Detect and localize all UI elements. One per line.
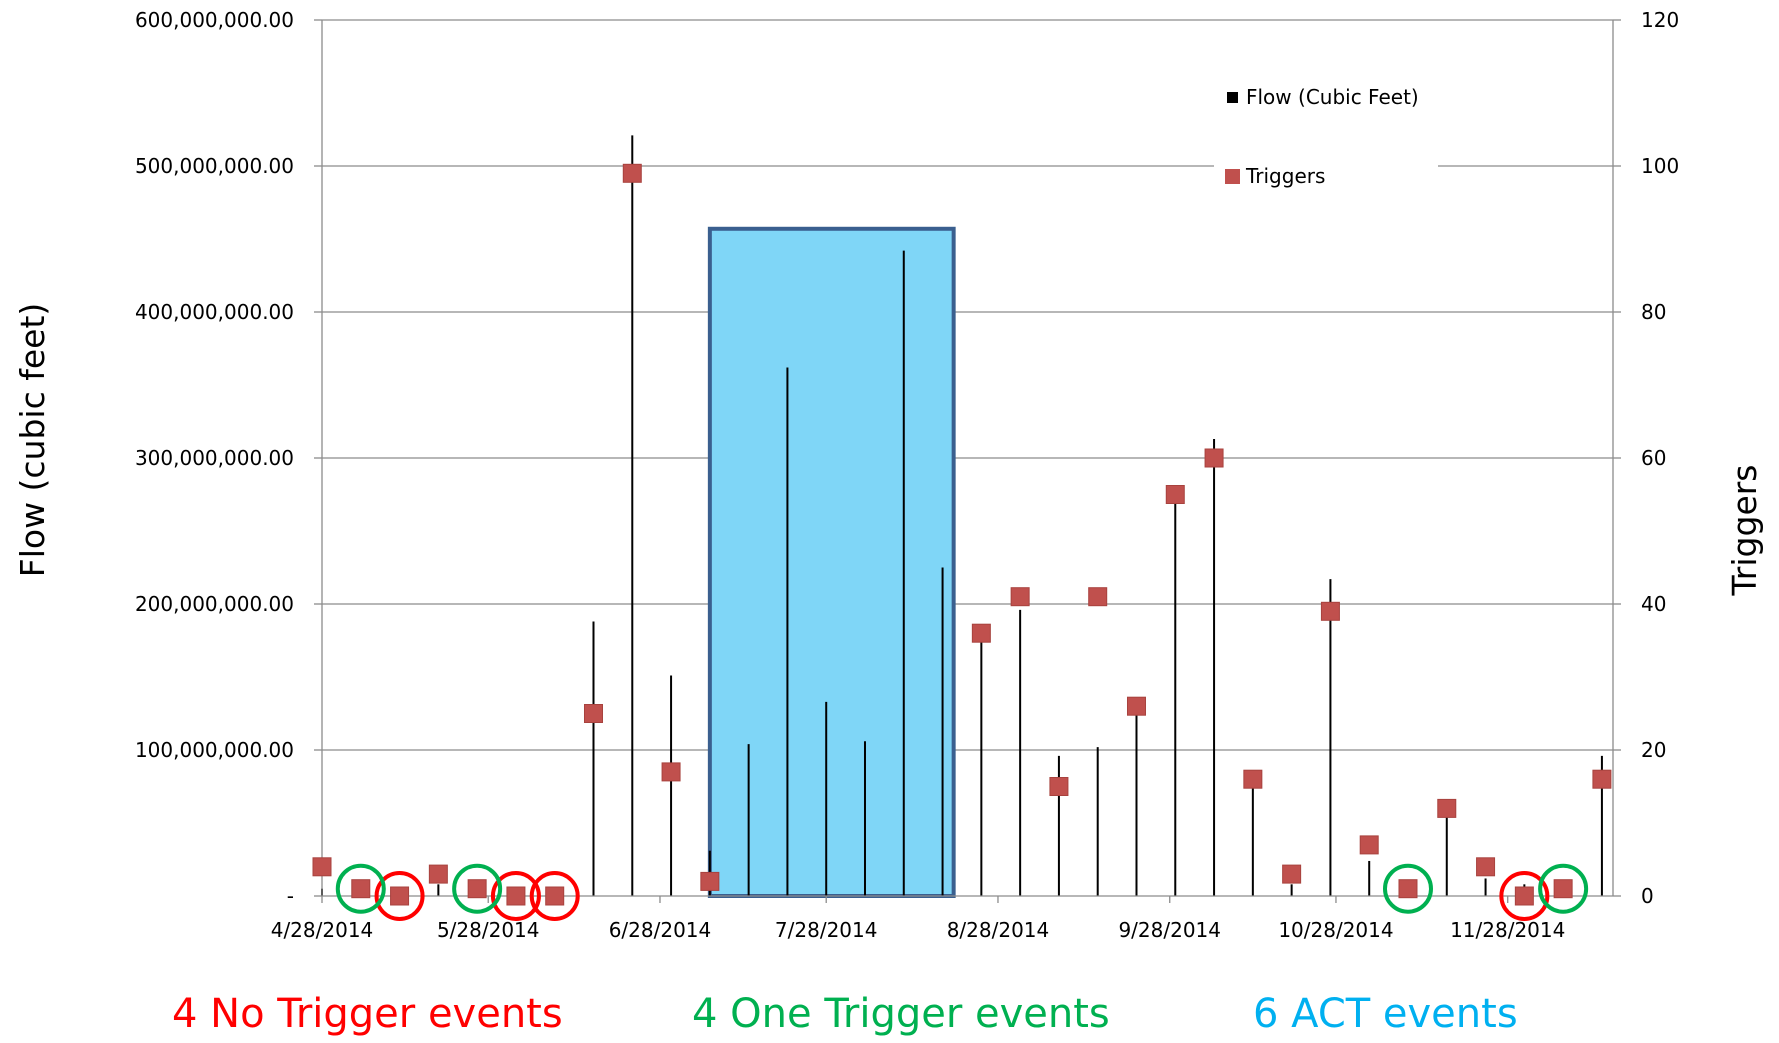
trigger-marker	[506, 886, 526, 906]
y2-axis-title: Triggers	[1725, 464, 1764, 596]
flow-triggers-chart: - 0 100,000,000.00 20 200,000,000.00 40 300,00…	[13, 8, 1764, 942]
trigger-marker	[1010, 587, 1030, 607]
trigger-marker	[661, 762, 681, 782]
trigger-marker	[1398, 879, 1418, 899]
trigger-marker	[467, 879, 487, 899]
trigger-marker	[583, 704, 603, 723]
legend-triggers-swatch	[1225, 169, 1240, 184]
x-tick-label: 10/28/2014	[1278, 918, 1393, 942]
trigger-marker	[390, 886, 410, 906]
x-tick-label: 11/28/2014	[1450, 918, 1565, 942]
legend-triggers-label: Triggers	[1245, 164, 1325, 188]
legend-flow-label: Flow (Cubic Feet)	[1246, 85, 1419, 109]
x-tick-label: 6/28/2014	[609, 918, 712, 942]
trigger-marker	[1592, 769, 1612, 789]
y2-tick-label: 80	[1641, 300, 1666, 324]
x-tick-label: 4/28/2014	[271, 918, 374, 942]
trigger-marker	[428, 864, 448, 884]
act-period-rect	[707, 226, 956, 898]
y-tick-label: 100,000,000.00	[135, 738, 294, 762]
y2-tick-label: 100	[1641, 154, 1679, 178]
trigger-marker	[1282, 864, 1302, 884]
one-trigger-summary: 4 One Trigger events	[692, 991, 1110, 1037]
x-tick-label: 7/28/2014	[775, 918, 878, 942]
y-tick-label: 200,000,000.00	[135, 592, 294, 616]
legend: Flow (Cubic Feet) Triggers	[1214, 74, 1438, 194]
trigger-marker	[1476, 857, 1496, 877]
trigger-marker	[1126, 696, 1146, 716]
trigger-marker	[1437, 798, 1457, 818]
y-axis-title: Flow (cubic feet)	[13, 303, 52, 578]
x-tick-label: 9/28/2014	[1118, 918, 1221, 942]
no-trigger-circle	[529, 871, 580, 921]
y-tick-label: 300,000,000.00	[135, 446, 294, 470]
y-tick-label: 400,000,000.00	[135, 300, 294, 324]
one-trigger-circle	[1538, 863, 1589, 914]
trigger-marker	[1049, 777, 1069, 796]
one-trigger-circle	[335, 863, 386, 914]
one-trigger-circle	[1382, 863, 1433, 914]
axes: - 0 100,000,000.00 20 200,000,000.00 40 300,00…	[135, 8, 1679, 942]
trigger-marker	[1243, 769, 1263, 789]
trigger-marker	[1553, 879, 1573, 899]
trigger-marker	[971, 623, 991, 643]
trigger-marker	[1204, 448, 1224, 468]
y-tick-label: 500,000,000.00	[135, 154, 294, 178]
y-tick-label: 600,000,000.00	[135, 8, 294, 32]
one-trigger-circle	[452, 863, 503, 914]
trigger-marker	[622, 163, 642, 183]
no-trigger-circle	[374, 871, 425, 921]
trigger-marker	[545, 886, 565, 906]
trigger-marker	[1514, 886, 1534, 906]
no-trigger-summary: 4 No Trigger events	[172, 991, 563, 1037]
trigger-marker	[1165, 485, 1185, 504]
act-period-box	[707, 226, 956, 898]
trigger-marker	[1320, 601, 1340, 621]
trigger-marker	[351, 879, 371, 899]
trigger-marker	[1359, 835, 1379, 855]
gridlines	[322, 19, 1613, 751]
y-tick-label: -	[287, 884, 294, 908]
x-tick-label: 5/28/2014	[437, 918, 540, 942]
no-trigger-circle	[1499, 871, 1550, 921]
no-trigger-circle	[490, 871, 541, 921]
flow-series	[321, 135, 1603, 896]
y2-tick-label: 20	[1641, 738, 1666, 762]
y2-tick-label: 0	[1641, 884, 1654, 908]
y2-tick-label: 60	[1641, 446, 1666, 470]
trigger-marker	[1088, 587, 1108, 607]
triggers-series	[312, 163, 1612, 906]
trigger-marker	[312, 857, 332, 877]
trigger-marker	[700, 871, 720, 891]
x-tick-label: 8/28/2014	[947, 918, 1050, 942]
legend-flow-swatch	[1227, 92, 1238, 103]
event-circles	[335, 863, 1589, 921]
y2-tick-label: 40	[1641, 592, 1666, 616]
y2-tick-label: 120	[1641, 8, 1679, 32]
act-summary: 6 ACT events	[1253, 991, 1518, 1037]
